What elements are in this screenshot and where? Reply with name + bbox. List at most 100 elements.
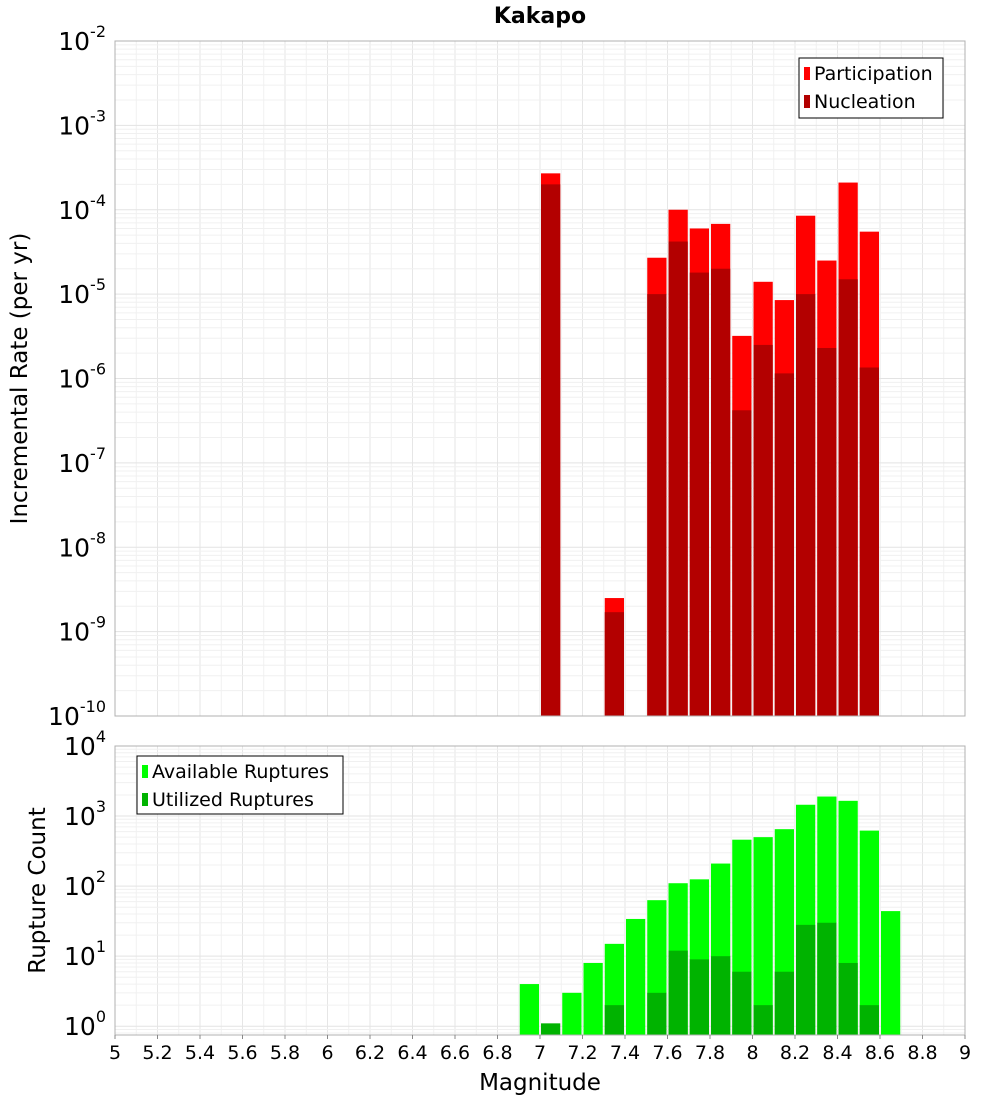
top-bar (604, 612, 624, 716)
top-legend-swatch (804, 67, 810, 80)
bottom-y-tick-label: 104 (64, 727, 106, 761)
bottom-bar (838, 962, 858, 1035)
top-series-1 (541, 184, 879, 717)
bottom-y-tick-base: 10 (64, 942, 96, 971)
top-legend: Participation Nucleation (798, 57, 944, 119)
bottom-y-tick-exp: 4 (96, 727, 106, 746)
top-bar (753, 344, 773, 716)
bottom-legend-label: Available Ruptures (152, 761, 329, 783)
top-y-tick-label: 10-6 (58, 360, 106, 394)
bottom-legend-swatch (142, 793, 148, 806)
top-y-tick-exp: -8 (90, 528, 106, 547)
top-bar (796, 294, 816, 716)
top-y-tick-exp: -6 (90, 360, 106, 379)
bottom-y-tick-label: 102 (64, 867, 106, 901)
bottom-y-tick-base: 10 (64, 802, 96, 831)
x-tick-label: 8.2 (780, 1042, 810, 1064)
top-y-tick-label: 10-2 (58, 22, 106, 56)
x-axis-label: Magnitude (479, 1070, 601, 1096)
top-bar (817, 347, 837, 716)
x-tick-label: 5.6 (227, 1042, 257, 1064)
top-bar (689, 272, 709, 716)
top-y-tick-exp: -4 (90, 191, 106, 210)
top-y-tick-base: 10 (58, 280, 90, 309)
top-bar (838, 279, 858, 716)
top-bar (711, 268, 731, 716)
top-y-tick-base: 10 (58, 365, 90, 394)
top-y-tick-exp: -7 (90, 444, 106, 463)
top-bar (668, 241, 688, 717)
x-tick-label: 5.8 (270, 1042, 300, 1064)
bottom-bar (859, 1005, 879, 1035)
top-y-tick-label: 10-3 (58, 106, 106, 140)
bottom-y-tick-base: 10 (64, 872, 96, 901)
bottom-y-tick-label: 101 (64, 937, 106, 971)
bottom-legend-label: Utilized Ruptures (152, 789, 314, 811)
x-tick-label: 7.4 (610, 1042, 640, 1064)
top-y-tick-base: 10 (58, 449, 90, 478)
bottom-bar (668, 950, 688, 1035)
top-y-tick-exp: -5 (90, 275, 106, 294)
top-bar (647, 294, 667, 716)
bottom-bar (796, 924, 816, 1035)
bottom-bar (753, 837, 773, 1035)
x-tick-label: 5.4 (185, 1042, 215, 1064)
bottom-y-tick-label: 100 (64, 1007, 106, 1041)
bottom-series-1 (541, 922, 879, 1035)
bottom-bar (732, 971, 752, 1035)
top-bar (541, 184, 561, 717)
bottom-y-tick-base: 10 (64, 1012, 96, 1041)
top-bar (774, 373, 794, 716)
bottom-y-axis-label: Rupture Count (25, 807, 51, 973)
bottom-bar (689, 959, 709, 1035)
x-tick-label: 6.4 (397, 1042, 427, 1064)
bottom-bar (774, 971, 794, 1035)
top-legend-label: Participation (814, 63, 933, 85)
bottom-bar (753, 1005, 773, 1035)
x-tick-label: 8.6 (865, 1042, 895, 1064)
top-y-tick-label: 10-9 (58, 613, 106, 647)
x-tick-label: 8 (746, 1042, 758, 1064)
x-tick-label: 6 (321, 1042, 333, 1064)
bottom-bar (519, 984, 539, 1035)
bottom-bar (583, 962, 603, 1035)
top-y-tick-base: 10 (58, 618, 90, 647)
x-tick-label: 6.6 (440, 1042, 470, 1064)
x-tick-label: 5 (109, 1042, 121, 1064)
top-y-tick-base: 10 (58, 533, 90, 562)
bottom-bar (881, 911, 901, 1035)
top-y-tick-label: 10-10 (48, 697, 106, 731)
bottom-y-tick-exp: 2 (96, 867, 106, 886)
bottom-bar (541, 1023, 561, 1035)
bottom-y-tick-label: 103 (64, 797, 106, 831)
top-y-tick-base: 10 (58, 196, 90, 225)
bottom-legend-box (136, 755, 344, 815)
bottom-bar (711, 956, 731, 1035)
top-y-tick-label: 10-8 (58, 528, 106, 562)
x-tick-label: 9 (959, 1042, 971, 1064)
top-y-tick-base: 10 (58, 27, 90, 56)
top-y-tick-exp: -10 (80, 697, 106, 716)
x-tick-label: 6.2 (355, 1042, 385, 1064)
top-y-tick-exp: -9 (90, 613, 106, 632)
bottom-bar (626, 918, 646, 1035)
top-y-tick-label: 10-7 (58, 444, 106, 478)
bottom-bar (562, 992, 582, 1035)
bottom-y-tick-base: 10 (64, 732, 96, 761)
x-tick-label: 7.8 (695, 1042, 725, 1064)
x-tick-label: 7 (534, 1042, 546, 1064)
bottom-y-tick-exp: 0 (96, 1007, 106, 1026)
x-tick-label: 7.6 (652, 1042, 682, 1064)
top-y-axis-label: Incremental Rate (per yr) (7, 233, 33, 525)
bottom-y-tick-exp: 3 (96, 797, 106, 816)
top-legend-swatch (804, 95, 810, 108)
x-tick-label: 7.2 (567, 1042, 597, 1064)
top-legend-label: Nucleation (814, 91, 916, 113)
bottom-y-tick-exp: 1 (96, 937, 106, 956)
x-tick-label: 8.8 (907, 1042, 937, 1064)
bottom-legend: Available Ruptures Utilized Ruptures (136, 755, 344, 815)
bottom-bar (604, 1005, 624, 1035)
x-tick-label: 6.8 (482, 1042, 512, 1064)
